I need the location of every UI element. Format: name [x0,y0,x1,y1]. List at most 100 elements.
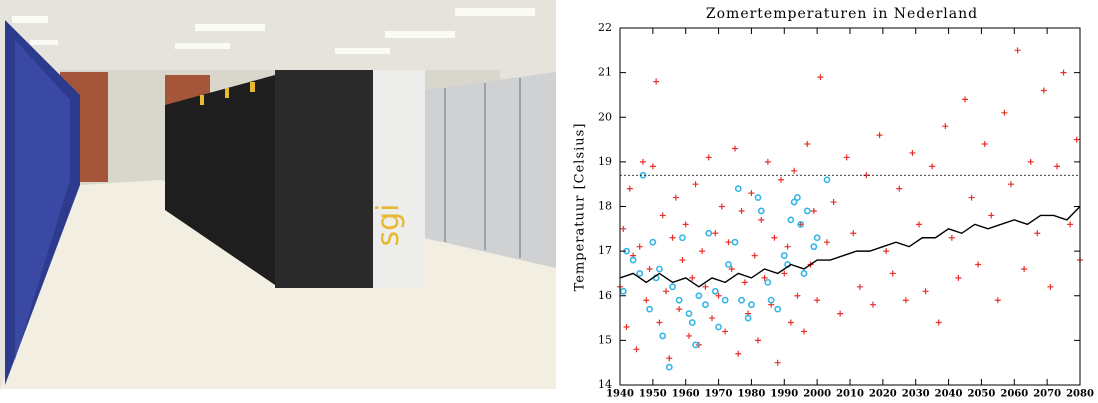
data-point [784,243,791,250]
data-point [771,234,778,241]
data-point [778,176,784,183]
data-point [889,270,896,277]
observation [649,238,657,246]
data-point [640,158,646,165]
data-point [824,239,830,246]
y-tick-label: 14 [598,378,612,391]
data-point [988,212,995,219]
chart-title: Zomertemperaturen in Nederland [706,6,978,22]
observation [764,278,772,286]
observation [780,252,788,259]
data-point [801,328,807,335]
observation [702,301,709,309]
data-point [659,212,666,219]
observation [800,270,808,277]
rack-row-right [425,72,556,268]
data-point [755,337,761,344]
observation [675,296,683,304]
x-tick-label: 2020 [869,389,897,400]
observation [679,234,686,242]
data-point [994,297,1001,304]
cabinet-panel [373,70,425,288]
data-point [935,319,942,326]
observation [659,332,667,340]
observation [656,265,663,273]
data-point [728,265,735,272]
observation [803,207,811,215]
data-point [791,167,798,174]
data-point [794,292,801,299]
data-point [810,207,817,214]
data-point [975,261,982,268]
observation [810,243,818,251]
observation [692,341,699,349]
observation [629,256,637,264]
data-point [735,350,742,357]
data-point [669,234,676,241]
observation [813,234,821,242]
observation [787,216,795,224]
data-point [649,163,656,170]
data-point [663,288,669,295]
data-point [876,132,883,139]
data-point [689,274,696,281]
data-point [626,185,633,192]
data-point [830,199,837,206]
x-tick-label: 2070 [1033,389,1061,400]
data-point [817,74,824,81]
data-point [699,248,706,255]
data-point [896,185,903,192]
data-point [922,288,929,295]
data-point [962,96,968,103]
data-point [718,203,725,210]
x-tick-label: 1960 [672,389,700,400]
data-point [741,279,748,286]
observation [797,220,805,228]
data-point [804,141,811,148]
observation [823,176,831,184]
x-tick-label: 1950 [639,389,667,400]
data-point [902,297,909,304]
data-point [1047,283,1054,290]
data-point [722,328,729,335]
data-point [909,149,916,156]
data-point [942,123,949,130]
data-point [1021,265,1028,272]
x-tick-label: 2000 [803,389,831,400]
data-point [751,252,758,259]
data-point [702,283,709,290]
observation [695,292,703,300]
rack-lights [200,82,255,105]
observation [754,194,762,201]
data-point [837,310,844,317]
y-tick-label: 22 [598,21,612,34]
plot-frame [619,27,1081,386]
data-point [709,315,715,322]
observation [757,207,765,215]
data-point [1034,230,1041,237]
y-tick-label: 18 [598,200,612,213]
data-point [1014,47,1021,54]
data-point [781,270,788,277]
logo: sgi [371,203,406,246]
data-point [715,292,722,299]
data-point [1067,221,1074,228]
data-point [870,301,876,308]
x-tick-label: 2010 [836,389,864,400]
data-point [679,257,686,264]
data-point [646,265,653,272]
x-tick-label: 1980 [738,389,766,400]
cabinet-panel [275,70,373,288]
data-point [1073,136,1080,143]
x-tick-label: 2030 [902,389,930,400]
rack-doors [444,78,521,258]
observation [794,194,801,201]
data-point [774,359,781,366]
x-tick-label: 2040 [935,389,963,400]
data-point [1001,109,1008,116]
x-tick-label: 1940 [606,389,634,400]
observation [688,319,696,326]
data-point [672,194,679,201]
mean-line [619,206,1081,288]
